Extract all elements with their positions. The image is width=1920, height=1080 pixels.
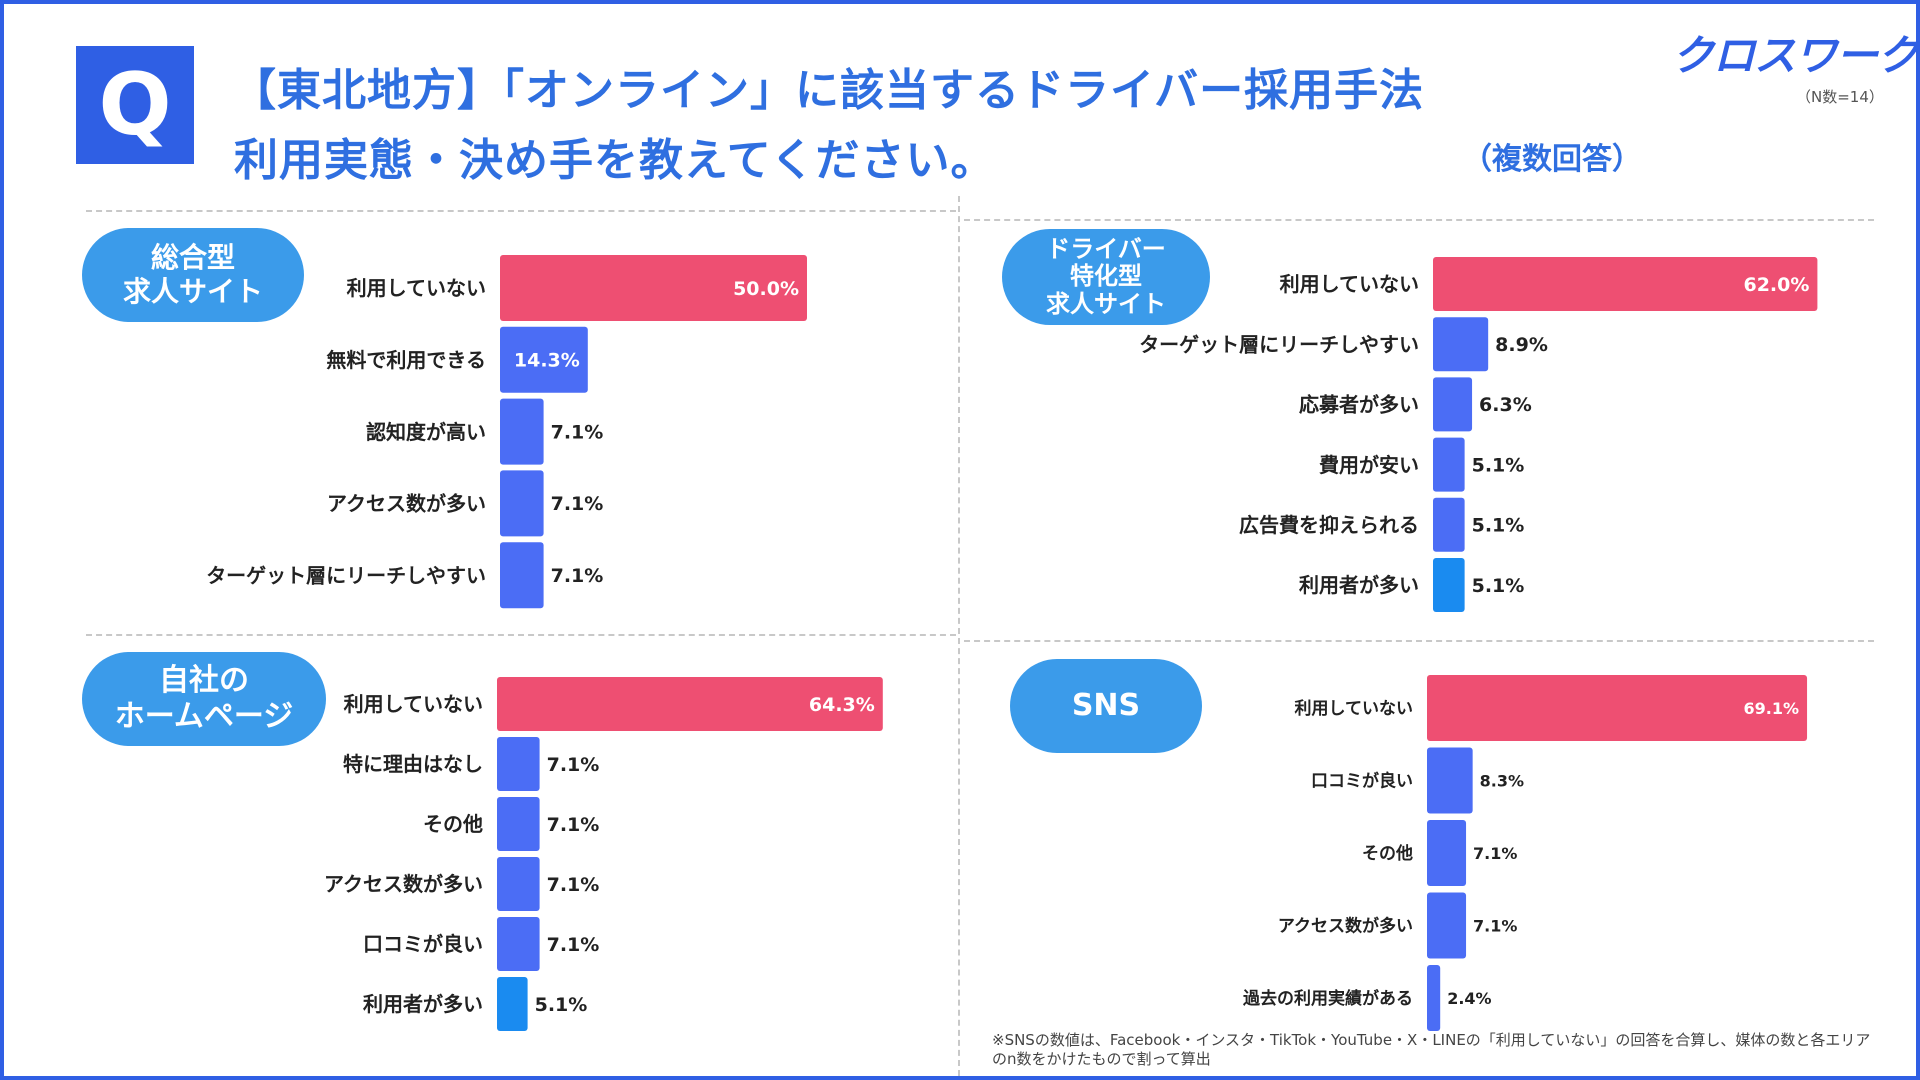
value-label-sns-access: 7.1% <box>1473 916 1517 935</box>
bar-sns-other <box>1427 820 1467 886</box>
value-label-general-awareness: 7.1% <box>551 421 604 443</box>
category-label-homepage-users: 利用者が多い <box>363 992 483 1016</box>
chart-group-homepage: 利用していない 64.3% 特に理由はなし 7.1% その他 7.1% アクセス数が多い 7.… <box>324 677 883 1031</box>
value-label-homepage-not-used: 64.3% <box>809 694 875 716</box>
bar-driver-users <box>1433 558 1465 612</box>
multiple-answer-note: （複数回答） <box>1462 142 1642 177</box>
chart-group-sns: 利用していない 69.1% 口コミが良い 8.3% その他 7.1% アクセス数が多い 7.1… <box>1243 675 1808 1031</box>
value-label-driver-target: 8.9% <box>1495 334 1548 356</box>
category-label-general-target: ターゲット層にリーチしやすい <box>206 563 486 587</box>
value-label-driver-users: 5.1% <box>1472 575 1525 597</box>
value-label-driver-not-used: 62.0% <box>1743 274 1809 296</box>
value-label-homepage-other: 7.1% <box>547 814 600 836</box>
value-label-general-target: 7.1% <box>551 565 604 587</box>
value-label-general-not-used: 50.0% <box>733 278 799 300</box>
divider-top-left <box>86 210 956 212</box>
category-label-homepage-reviews: 口コミが良い <box>363 932 483 956</box>
bar-driver-applicants <box>1433 377 1473 432</box>
value-label-homepage-no-reason: 7.1% <box>547 754 600 776</box>
value-label-general-free: 14.3% <box>514 350 580 372</box>
bar-homepage-users <box>497 977 528 1031</box>
category-label-driver-cost: 費用が安い <box>1319 453 1419 477</box>
category-label-driver-users: 利用者が多い <box>1299 573 1419 597</box>
bar-homepage-access <box>497 857 540 911</box>
category-label-sns-reviews: 口コミが良い <box>1311 771 1413 792</box>
category-label-homepage-no-reason: 特に理由はなし <box>343 752 483 776</box>
value-label-driver-ad-cost: 5.1% <box>1472 515 1525 537</box>
category-label-homepage-other: その他 <box>423 812 483 836</box>
value-label-homepage-users: 5.1% <box>535 994 588 1016</box>
bar-sns-track-record <box>1427 965 1441 1031</box>
bar-homepage-no-reason <box>497 737 540 791</box>
value-label-homepage-reviews: 7.1% <box>547 934 600 956</box>
title-line-1: 【東北地方】「オンライン」に該当するドライバー採用手法 <box>232 65 1425 116</box>
bar-driver-not-used <box>1433 257 1818 311</box>
bar-general-awareness <box>500 398 544 465</box>
category-label-driver-applicants: 応募者が多い <box>1299 393 1419 417</box>
bar-sns-reviews <box>1427 747 1473 814</box>
category-pill-general-job-site: 総合型 求人サイト <box>82 228 304 322</box>
title-line-2: 利用実態・決め手を教えてください。 <box>234 135 996 186</box>
category-label-sns-other: その他 <box>1362 843 1413 864</box>
divider-middle-left <box>86 634 956 636</box>
bar-driver-cost <box>1433 437 1465 492</box>
category-label-general-access: アクセス数が多い <box>327 492 486 516</box>
category-pill-driver-job-site: ドライバー 特化型 求人サイト <box>1002 229 1210 325</box>
footnote: ※SNSの数値は、Facebook・インスタ・TikTok・YouTube・X・… <box>992 1031 1871 1068</box>
category-pill-sns: SNS <box>1010 659 1202 753</box>
value-label-sns-reviews: 8.3% <box>1480 771 1524 790</box>
chart-group-driver: 利用していない 62.0% ターゲット層にリーチしやすい 8.9% 応募者が多い 6.3%… <box>1139 257 1818 612</box>
bar-general-target <box>500 542 544 609</box>
bar-homepage-reviews <box>497 917 540 971</box>
divider-top-right <box>964 219 1874 221</box>
value-label-homepage-access: 7.1% <box>547 874 600 896</box>
brand-logo: クロスワーク <box>1672 31 1919 80</box>
divider-vertical <box>958 196 960 1076</box>
value-label-general-access: 7.1% <box>551 493 604 515</box>
value-label-sns-other: 7.1% <box>1473 844 1517 863</box>
bar-general-free <box>500 326 588 393</box>
divider-middle-right <box>964 640 1874 642</box>
question-mark-badge: Q <box>76 46 194 164</box>
category-label-driver-not-used: 利用していない <box>1280 272 1419 296</box>
value-label-sns-not-used: 69.1% <box>1744 699 1800 718</box>
category-label-general-awareness: 認知度が高い <box>366 420 486 444</box>
bar-homepage-other <box>497 797 540 851</box>
chart-group-general: 利用していない 50.0% 無料で利用できる 14.3% 認知度が高い 7.1% アクセス数… <box>206 255 807 609</box>
sample-size-note: （N数=14） <box>1796 88 1884 106</box>
category-label-driver-ad-cost: 広告費を抑えられる <box>1239 513 1419 537</box>
bar-sns-not-used <box>1427 675 1808 741</box>
category-label-sns-access: アクセス数が多い <box>1278 916 1413 937</box>
category-label-homepage-access: アクセス数が多い <box>324 872 483 896</box>
category-label-homepage-not-used: 利用していない <box>344 692 483 716</box>
value-label-sns-track-record: 2.4% <box>1447 989 1491 1008</box>
bar-homepage-not-used <box>497 677 883 731</box>
category-label-driver-target: ターゲット層にリーチしやすい <box>1139 332 1419 356</box>
category-pill-company-homepage: 自社の ホームページ <box>82 652 326 746</box>
bar-sns-access <box>1427 892 1467 959</box>
bar-driver-target <box>1433 317 1489 372</box>
category-label-general-free: 無料で利用できる <box>326 348 486 372</box>
value-label-driver-applicants: 6.3% <box>1479 394 1532 416</box>
category-label-sns-track-record: 過去の利用実績がある <box>1243 988 1413 1009</box>
category-label-general-not-used: 利用していない <box>347 276 486 300</box>
bar-driver-ad-cost <box>1433 497 1465 552</box>
bar-general-access <box>500 470 544 537</box>
bar-general-not-used <box>500 255 807 321</box>
category-label-sns-not-used: 利用していない <box>1295 698 1414 719</box>
value-label-driver-cost: 5.1% <box>1472 454 1525 476</box>
